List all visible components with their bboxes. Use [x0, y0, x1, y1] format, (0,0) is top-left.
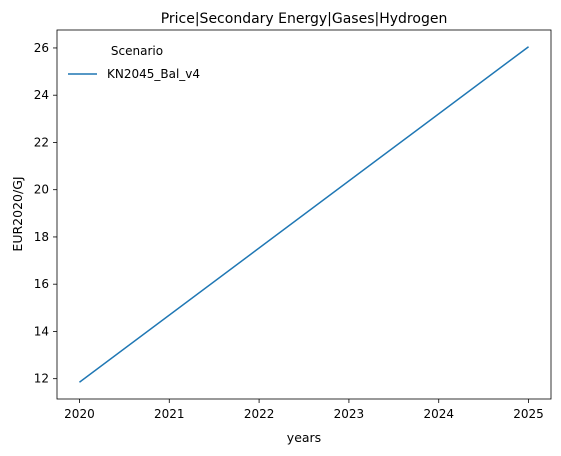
y-tick-label: 18	[34, 230, 49, 244]
y-tick-label: 22	[34, 135, 49, 149]
x-tick-label: 2023	[334, 407, 365, 421]
x-tick-label: 2025	[513, 407, 544, 421]
y-axis: 12 14 16 18 20 22 24 26	[34, 41, 57, 386]
y-tick-label: 26	[34, 41, 49, 55]
y-tick-label: 12	[34, 372, 49, 386]
legend-title: Scenario	[111, 44, 163, 58]
legend-label: KN2045_Bal_v4	[107, 67, 200, 81]
x-axis: 2020 2021 2022 2023 2024 2025	[64, 399, 544, 421]
y-axis-label: EUR2020/GJ	[10, 176, 25, 251]
series-line	[79, 46, 529, 383]
y-tick-label: 24	[34, 88, 49, 102]
y-tick-label: 14	[34, 324, 49, 338]
y-tick-label: 20	[34, 183, 49, 197]
legend: Scenario KN2045_Bal_v4	[68, 44, 200, 81]
y-tick-label: 16	[34, 277, 49, 291]
x-tick-label: 2024	[423, 407, 454, 421]
series-layer	[79, 46, 529, 383]
x-tick-label: 2022	[244, 407, 275, 421]
chart-title: Price|Secondary Energy|Gases|Hydrogen	[161, 11, 448, 27]
plot-area	[56, 29, 552, 400]
x-tick-label: 2021	[154, 407, 185, 421]
x-axis-label: years	[287, 430, 321, 445]
x-tick-label: 2020	[64, 407, 95, 421]
